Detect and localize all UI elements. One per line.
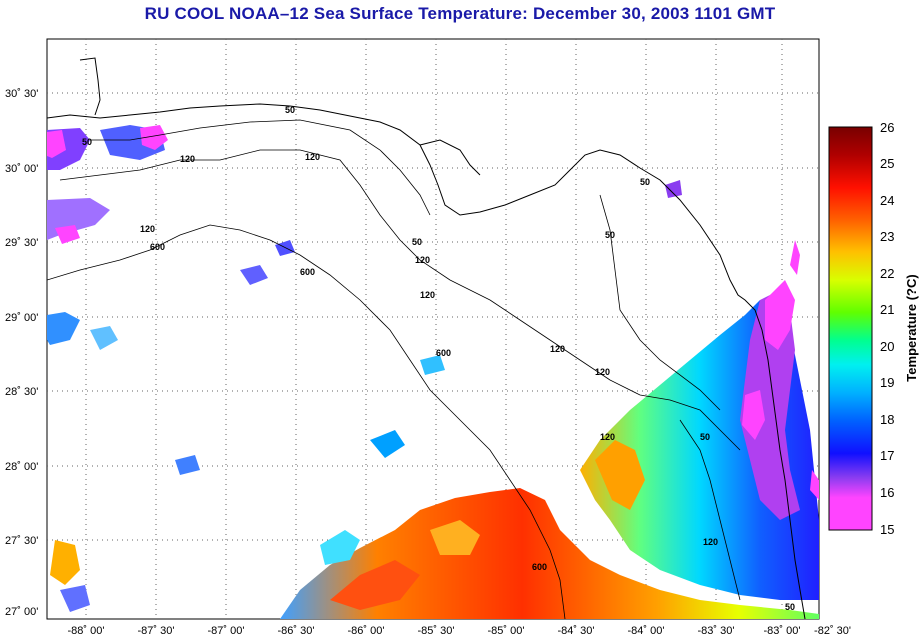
longitude-label: -88˚ 00' xyxy=(68,625,105,637)
contour-label: 600 xyxy=(300,267,315,277)
latitude-label: 27˚ 00' xyxy=(5,606,38,618)
contour-label: 120 xyxy=(550,344,565,354)
contour-label: 120 xyxy=(415,255,430,265)
contour-label: 50 xyxy=(605,230,615,240)
latitude-label: 30˚ 30' xyxy=(5,88,38,100)
colorbar-tick-label: 20 xyxy=(880,339,894,354)
contour-label: 50 xyxy=(285,105,295,115)
contour-label: 120 xyxy=(420,290,435,300)
sst-coastal-cold xyxy=(740,290,800,520)
colorbar-tick-label: 17 xyxy=(880,448,894,463)
longitude-label: -83˚ 00' xyxy=(764,625,801,637)
colorbar-tick-label: 23 xyxy=(880,229,894,244)
colorbar-tick-label: 26 xyxy=(880,120,894,135)
longitude-label: -85˚ 00' xyxy=(488,625,525,637)
latitude-label: 28˚ 00' xyxy=(5,461,38,473)
longitude-label: -83˚ 30' xyxy=(698,625,735,637)
colorbar: 26 25 24 23 22 21 20 19 18 17 16 15 Temp… xyxy=(828,120,919,537)
sst-imagery xyxy=(47,125,819,619)
contour-label: 50 xyxy=(82,137,92,147)
longitude-label: -86˚ 00' xyxy=(348,625,385,637)
contour-labels: 50 50 50 50 50 50 50 120 120 120 120 120… xyxy=(82,105,795,612)
latitude-labels: 30˚ 30' 30˚ 00' 29˚ 30' 29˚ 00' 28˚ 30' … xyxy=(5,88,38,618)
longitude-label: -82˚ 30' xyxy=(814,625,851,637)
coastline xyxy=(47,57,806,619)
colorbar-tick-label: 21 xyxy=(880,302,894,317)
longitude-label: -84˚ 30' xyxy=(558,625,595,637)
latitude-label: 28˚ 30' xyxy=(5,386,38,398)
longitude-label: -84˚ 00' xyxy=(628,625,665,637)
contour-label: 600 xyxy=(436,348,451,358)
colorbar-tick-label: 25 xyxy=(880,156,894,171)
contour-label: 120 xyxy=(600,432,615,442)
colorbar-gradient xyxy=(828,126,873,531)
latitude-label: 30˚ 00' xyxy=(5,163,38,175)
longitude-labels: -88˚ 00' -87˚ 30' -87˚ 00' -86˚ 30' -86˚… xyxy=(68,625,851,637)
colorbar-tick-labels: 26 25 24 23 22 21 20 19 18 17 16 15 xyxy=(880,120,894,537)
contour-label: 120 xyxy=(180,154,195,164)
latitude-label: 29˚ 00' xyxy=(5,312,38,324)
latitude-label: 29˚ 30' xyxy=(5,237,38,249)
colorbar-title: Temperature (?C) xyxy=(904,274,919,381)
contour-label: 120 xyxy=(703,537,718,547)
contour-label: 120 xyxy=(595,367,610,377)
contour-label: 120 xyxy=(305,152,320,162)
longitude-label: -87˚ 00' xyxy=(208,625,245,637)
contour-label: 50 xyxy=(785,602,795,612)
longitude-label: -86˚ 30' xyxy=(278,625,315,637)
colorbar-tick-label: 24 xyxy=(880,193,894,208)
colorbar-tick-label: 22 xyxy=(880,266,894,281)
sst-south-warm xyxy=(280,488,819,619)
latitude-label: 27˚ 30' xyxy=(5,535,38,547)
map-title: RU COOL NOAA–12 Sea Surface Temperature:… xyxy=(144,4,776,23)
contour-label: 600 xyxy=(150,242,165,252)
contour-label: 50 xyxy=(412,237,422,247)
colorbar-tick-label: 18 xyxy=(880,412,894,427)
colorbar-tick-label: 19 xyxy=(880,375,894,390)
contour-label: 50 xyxy=(640,177,650,187)
colorbar-tick-label: 16 xyxy=(880,485,894,500)
bathymetry-contours xyxy=(47,119,741,619)
contour-label: 120 xyxy=(140,224,155,234)
longitude-label: -87˚ 30' xyxy=(138,625,175,637)
contour-label: 600 xyxy=(532,562,547,572)
longitude-label: -85˚ 30' xyxy=(418,625,455,637)
contour-label: 50 xyxy=(700,432,710,442)
colorbar-tick-label: 15 xyxy=(880,522,894,537)
